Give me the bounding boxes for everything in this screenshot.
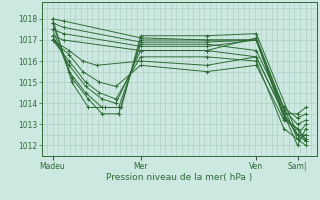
X-axis label: Pression niveau de la mer( hPa ): Pression niveau de la mer( hPa ) xyxy=(106,173,252,182)
